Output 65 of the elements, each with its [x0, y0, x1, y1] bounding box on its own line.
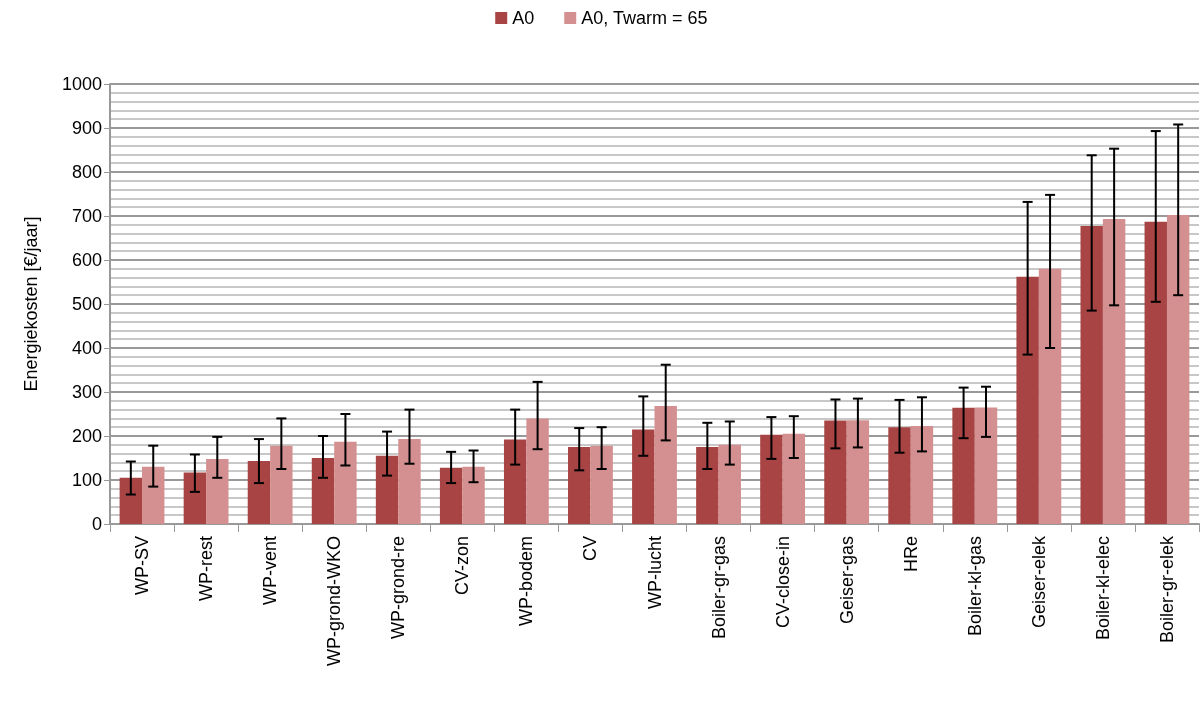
- x-tick-label: WP-grond-re: [388, 536, 409, 640]
- x-tick-label: CV-zon: [452, 536, 473, 596]
- y-tick-label: 300: [71, 382, 102, 402]
- bar: [910, 425, 934, 524]
- bar: [334, 441, 357, 524]
- y-tick-label: 1000: [61, 74, 102, 94]
- y-tick-label: 700: [71, 206, 102, 226]
- y-tick-label: 800: [71, 162, 102, 182]
- y-tick-label: 0: [91, 514, 102, 534]
- x-tick-label: WP-lucht: [644, 536, 665, 610]
- bar: [782, 433, 806, 524]
- bar: [503, 439, 527, 524]
- bar: [1016, 276, 1039, 524]
- x-tick-label: WP-bodem: [516, 536, 537, 627]
- bar: [654, 406, 677, 524]
- bar: [846, 420, 870, 524]
- x-tick-label: Boiler-kl-gas: [964, 536, 985, 637]
- bar: [462, 466, 485, 524]
- x-tick-label: Boiler-kl-elec: [1092, 536, 1113, 641]
- x-tick-label: CV: [580, 536, 601, 562]
- y-tick-label: 900: [71, 118, 102, 138]
- bar: [1038, 268, 1062, 524]
- bar: [142, 466, 165, 524]
- bar: [974, 407, 998, 524]
- bar: [952, 407, 975, 524]
- bar: [590, 445, 613, 524]
- bar: [375, 455, 399, 524]
- bar: [718, 444, 741, 524]
- x-tick-label: WP-SV: [132, 536, 153, 596]
- y-tick-label: 600: [71, 250, 102, 270]
- x-tick-label: Boiler-gr-elek: [1156, 535, 1177, 644]
- bar: [760, 434, 783, 524]
- bar: [119, 477, 143, 524]
- x-tick-label: WP-rest: [196, 536, 217, 601]
- bar: [568, 447, 591, 524]
- bar: [247, 461, 271, 524]
- x-tick-label: Geiser-gas: [836, 536, 857, 625]
- x-tick-label: WP-vent: [260, 536, 281, 606]
- bar: [439, 467, 463, 524]
- x-tick-label: HRe: [900, 536, 921, 573]
- x-tick-label: WP-grond-WKO: [324, 536, 345, 667]
- bar: [824, 420, 847, 524]
- x-tick-label: Geiser-elek: [1028, 535, 1049, 629]
- bar: [206, 458, 229, 524]
- y-tick-label: 400: [71, 338, 102, 358]
- legend-label: A0: [512, 8, 535, 28]
- bar: [270, 445, 293, 524]
- bar: [1144, 221, 1167, 524]
- bar: [632, 429, 655, 524]
- bar: [1080, 226, 1103, 524]
- y-tick-label: 500: [71, 294, 102, 314]
- bar: [1166, 215, 1190, 524]
- bar: [696, 447, 719, 524]
- bar: [1102, 219, 1126, 524]
- y-axis-title: Energiekosten [€/jaar]: [21, 216, 41, 392]
- x-tick-label: CV-close-in: [772, 536, 793, 629]
- legend-label: A0, Twarm = 65: [581, 8, 708, 28]
- x-tick-label: Boiler-gr-gas: [708, 536, 729, 640]
- y-tick-label: 200: [71, 426, 102, 446]
- bar: [183, 472, 207, 524]
- bar: [398, 439, 421, 524]
- bar: [311, 458, 335, 524]
- bar: [888, 427, 911, 524]
- y-tick-label: 100: [71, 470, 102, 490]
- bar: [526, 418, 549, 524]
